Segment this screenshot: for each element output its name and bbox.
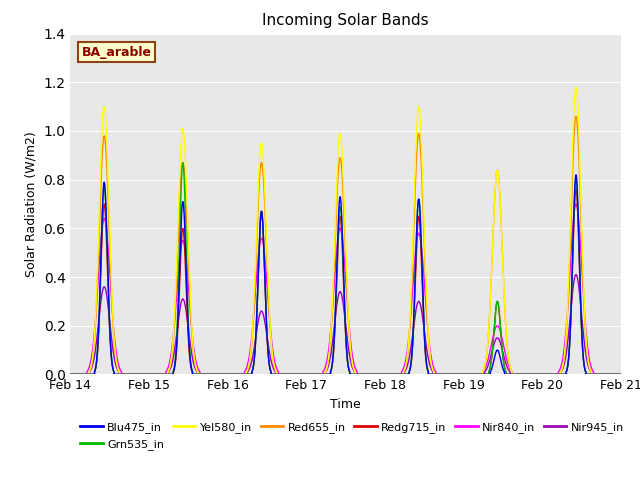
Y-axis label: Solar Radiation (W/m2): Solar Radiation (W/m2) xyxy=(25,131,38,277)
Legend: Blu475_in, Grn535_in, Yel580_in, Red655_in, Redg715_in, Nir840_in, Nir945_in: Blu475_in, Grn535_in, Yel580_in, Red655_… xyxy=(76,418,628,454)
X-axis label: Time: Time xyxy=(330,398,361,411)
Title: Incoming Solar Bands: Incoming Solar Bands xyxy=(262,13,429,28)
Text: BA_arable: BA_arable xyxy=(81,46,152,59)
